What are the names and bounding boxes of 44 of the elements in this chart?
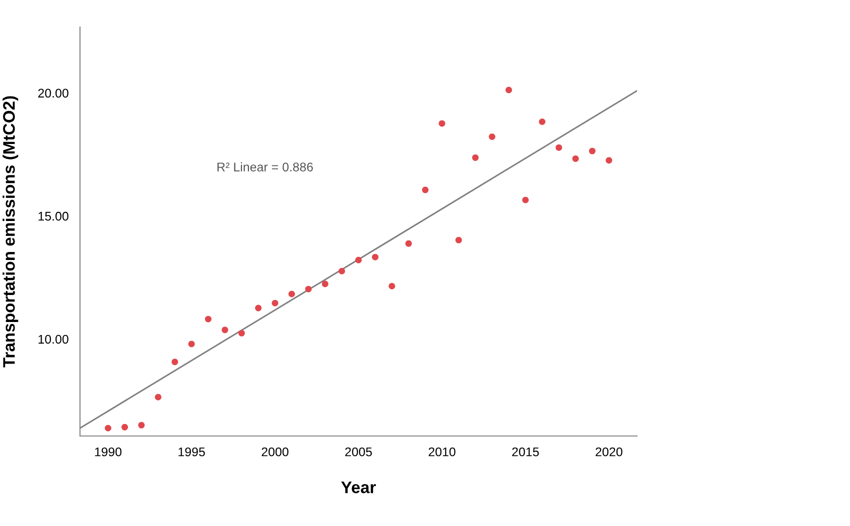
y-tick-label: 15.00 <box>38 212 68 221</box>
point <box>438 120 446 127</box>
point <box>238 330 245 336</box>
x-tick-label: 2020 <box>596 447 622 456</box>
x-tick-label: 2015 <box>512 447 539 456</box>
point <box>488 134 496 140</box>
x-tick-label: 1990 <box>95 447 122 456</box>
point <box>154 394 162 400</box>
point <box>372 254 378 260</box>
point <box>606 157 612 164</box>
y-axis-title: Transportation emissions (MtCO2) <box>2 96 18 368</box>
y-tick-label: 20.00 <box>38 88 68 98</box>
point <box>288 290 295 298</box>
point <box>104 424 112 432</box>
point <box>204 316 212 322</box>
y-tick-label: 10.00 <box>38 334 68 344</box>
point <box>556 144 562 151</box>
point <box>121 424 128 430</box>
point <box>188 340 195 348</box>
x-tick-label: 2005 <box>345 447 372 456</box>
point <box>222 326 228 334</box>
x-tick-label: 1995 <box>178 447 205 456</box>
point <box>355 256 362 264</box>
point <box>305 286 312 292</box>
point <box>506 86 512 94</box>
point <box>172 358 178 366</box>
point <box>388 282 396 290</box>
x-tick-label: 2000 <box>262 447 288 456</box>
point <box>455 236 462 244</box>
annotation: R² Linear = 0.886 <box>217 162 313 172</box>
point <box>272 300 278 306</box>
point <box>322 280 328 288</box>
point <box>522 196 529 204</box>
point <box>588 148 596 154</box>
point <box>405 240 412 247</box>
x-axis-title: Year <box>341 482 376 494</box>
point <box>538 118 546 125</box>
point <box>472 154 479 161</box>
x-tick-label: 2010 <box>428 447 456 456</box>
point <box>572 155 579 162</box>
point <box>338 268 346 274</box>
point <box>422 186 429 194</box>
point <box>255 304 262 312</box>
point <box>138 422 145 428</box>
